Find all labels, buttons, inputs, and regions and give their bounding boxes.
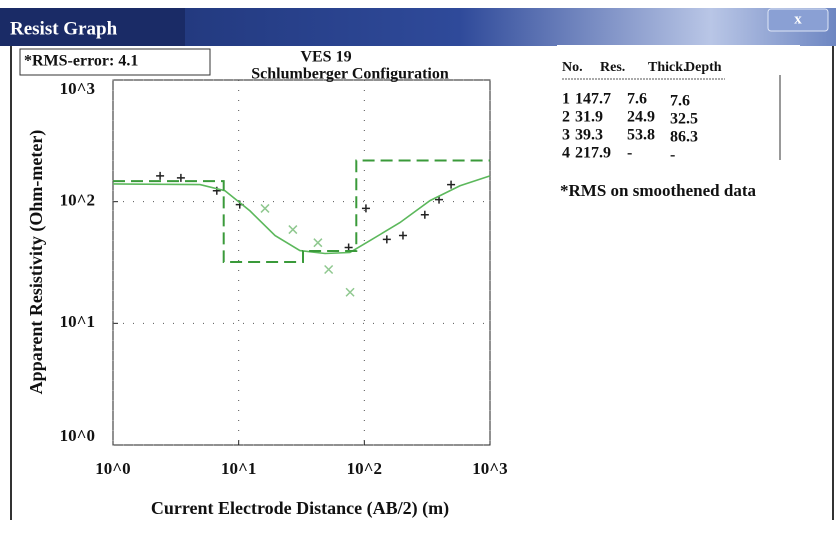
table-cell: - bbox=[670, 147, 675, 164]
table-cell: 7.6 bbox=[627, 91, 647, 108]
table-cell: 31.9 bbox=[575, 109, 603, 126]
cross-point bbox=[324, 264, 334, 275]
title-tab bbox=[0, 8, 185, 46]
table-header: Thick. bbox=[648, 60, 687, 75]
plus-point bbox=[176, 173, 185, 182]
table-cell: 86.3 bbox=[670, 129, 698, 146]
y-axis-label: Apparent Resistivity (Ohm-meter) bbox=[26, 130, 47, 395]
x-tick-label: 10^2 bbox=[347, 459, 382, 478]
table-cell: 7.6 bbox=[670, 93, 690, 110]
y-tick-label: 10^3 bbox=[60, 79, 95, 98]
plot-frame bbox=[112, 79, 491, 446]
x-axis-label: Current Electrode Distance (AB/2) (m) bbox=[151, 498, 449, 519]
layer-panel bbox=[557, 45, 800, 215]
table-cell: - bbox=[627, 145, 632, 162]
plus-point bbox=[420, 210, 429, 219]
close-button[interactable] bbox=[767, 8, 829, 32]
plus-point bbox=[156, 171, 165, 180]
table-cell: 24.9 bbox=[627, 109, 655, 126]
table-cell: 4 bbox=[562, 145, 570, 162]
table-cell: 32.5 bbox=[670, 111, 698, 128]
table-cell: 147.7 bbox=[575, 91, 611, 108]
x-tick-label: 10^3 bbox=[472, 459, 507, 478]
close-icon[interactable]: x bbox=[794, 11, 802, 27]
model-line bbox=[113, 159, 490, 263]
table-header: Res. bbox=[600, 60, 625, 75]
window-title: Resist Graph bbox=[10, 18, 118, 39]
cross-point bbox=[260, 203, 270, 213]
x-tick-label: 10^0 bbox=[95, 459, 130, 478]
table-cell: 1 bbox=[562, 91, 570, 108]
table-cell: 53.8 bbox=[627, 127, 655, 144]
x-tick-label: 10^1 bbox=[221, 459, 256, 478]
y-tick-label: 10^2 bbox=[60, 191, 95, 210]
rms-error: *RMS-error: 4.1 bbox=[24, 53, 138, 70]
y-tick-label: 10^1 bbox=[60, 312, 95, 331]
cross-point bbox=[288, 225, 298, 235]
rms-box bbox=[19, 48, 211, 76]
y-tick-label: 10^0 bbox=[60, 426, 95, 445]
plus-point bbox=[382, 235, 391, 244]
table-header: No. bbox=[562, 60, 583, 75]
cross-point bbox=[345, 287, 355, 297]
fit-line bbox=[112, 175, 491, 255]
chart-title: VES 19 bbox=[300, 49, 351, 66]
rms-note: *RMS on smoothened data bbox=[560, 181, 756, 200]
table-header: Depth bbox=[685, 60, 722, 75]
table-cell: 3 bbox=[562, 127, 570, 144]
table-cell: 2 bbox=[562, 109, 570, 126]
table-cell: 39.3 bbox=[575, 127, 603, 144]
chart-subtitle: Schlumberger Configuration bbox=[251, 66, 449, 83]
plus-point bbox=[361, 204, 370, 213]
plus-point bbox=[398, 231, 407, 240]
table-cell: 217.9 bbox=[575, 145, 611, 162]
cross-point bbox=[313, 238, 323, 248]
plus-point bbox=[447, 180, 456, 189]
